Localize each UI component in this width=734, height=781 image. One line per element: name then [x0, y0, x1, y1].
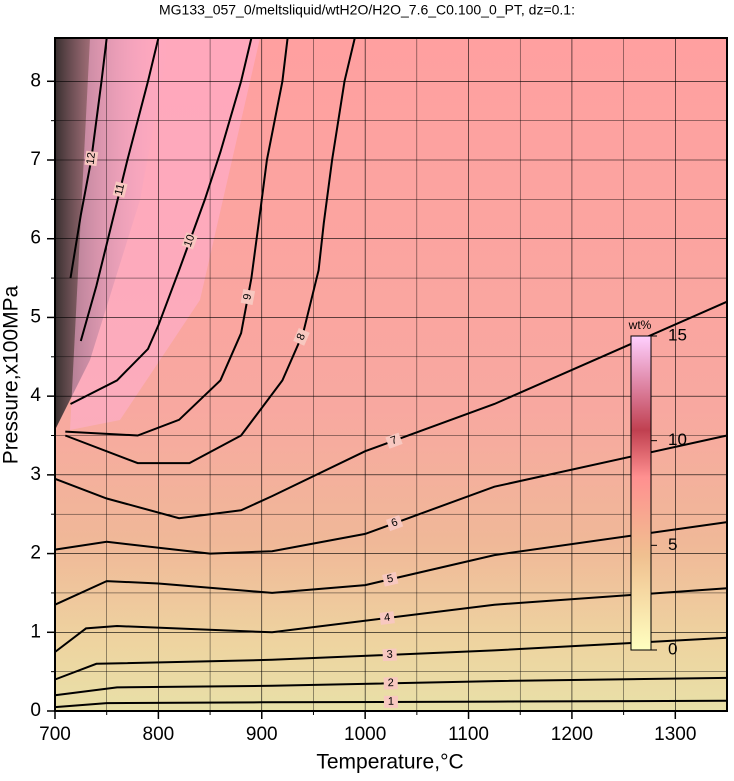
colorbar-tick-label: 15	[668, 325, 687, 344]
contour-line	[54, 699, 728, 709]
x-tick-label: 1000	[344, 724, 386, 745]
contour-label: 6	[390, 516, 400, 529]
contour-label-bg	[293, 328, 310, 346]
contour-label: 4	[383, 612, 391, 625]
x-axis-label: Temperature,°C	[316, 751, 463, 774]
contour-line	[65, 37, 289, 437]
contour-label: 8	[295, 332, 308, 342]
contour-label: 12	[85, 152, 98, 166]
contour-line	[54, 434, 728, 555]
x-tick-label: 700	[39, 724, 71, 745]
colorbar-tick-label: 10	[668, 430, 687, 449]
pink-region	[70, 38, 260, 430]
contour-line	[54, 300, 728, 520]
contour-label-bg	[385, 515, 404, 532]
contour-label-bg	[383, 695, 398, 708]
contour-line	[54, 587, 728, 653]
contour-label-bg	[382, 648, 397, 662]
contour-label: 11	[113, 183, 127, 197]
contour-label-bg	[385, 432, 403, 449]
contour-line	[70, 37, 253, 405]
contour-label: 2	[388, 677, 394, 689]
x-tick-label: 800	[143, 724, 175, 745]
contour-label-bg	[379, 611, 395, 625]
colorbar-label: wt%	[628, 318, 652, 332]
contour-label-bg	[383, 677, 398, 690]
y-tick-label: 4	[30, 385, 41, 406]
contour-label: 5	[386, 573, 395, 586]
contour-label: 9	[241, 293, 254, 301]
y-tick-label: 7	[30, 149, 41, 170]
y-tick-label: 0	[30, 700, 41, 721]
contour-label-bg	[112, 181, 128, 198]
plot-frame	[54, 37, 728, 712]
contour-label: 1	[388, 696, 394, 708]
x-tick-label: 1300	[654, 724, 696, 745]
y-tick-label: 1	[30, 621, 41, 642]
contour-label: 7	[389, 434, 399, 447]
contour-line	[54, 636, 728, 681]
contour-line	[54, 676, 728, 697]
chart-title: MG133_057_0/meltsliquid/wtH2O/H2O_7.6_C0…	[159, 2, 575, 18]
colorbar-tick-label: 5	[668, 535, 677, 554]
contour-label-bg	[84, 150, 99, 167]
contour-label: 10	[182, 233, 197, 249]
contour-line	[54, 521, 728, 606]
x-tick-label: 1100	[448, 724, 489, 745]
contour-label-bg	[240, 289, 256, 305]
x-tick-label: 1200	[551, 724, 593, 745]
y-tick-label: 2	[30, 543, 41, 564]
y-tick-label: 3	[30, 464, 41, 485]
contour-label-bg	[181, 232, 198, 250]
y-tick-label: 8	[30, 70, 41, 91]
contour-label-bg	[382, 571, 399, 587]
x-tick-label: 900	[246, 724, 278, 745]
colorbar-tick-label: 0	[668, 639, 677, 658]
y-tick-label: 6	[30, 228, 41, 249]
y-axis-label: Pressure,x100MPa	[0, 285, 23, 464]
y-tick-label: 5	[30, 306, 41, 327]
colorbar	[630, 335, 652, 651]
contour-label: 3	[386, 649, 393, 661]
